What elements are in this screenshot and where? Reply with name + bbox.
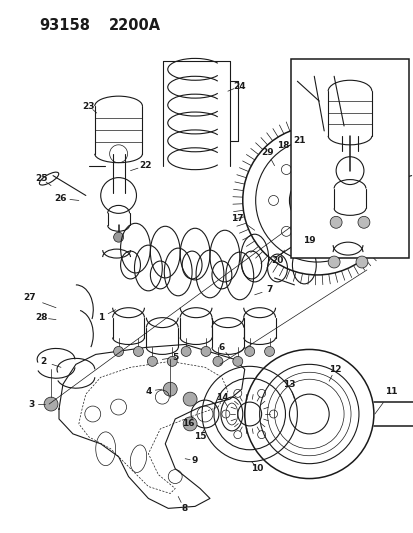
Text: 11: 11 (385, 386, 397, 395)
Text: 16: 16 (181, 419, 194, 429)
Bar (291, 59, 408, 258)
Text: 20: 20 (271, 255, 283, 264)
Circle shape (232, 357, 242, 366)
Circle shape (113, 232, 123, 242)
Circle shape (181, 346, 191, 357)
Text: 21: 21 (292, 136, 305, 146)
Text: 8: 8 (180, 504, 187, 513)
Circle shape (264, 346, 274, 357)
Text: 2: 2 (40, 357, 46, 366)
Circle shape (44, 397, 58, 411)
Circle shape (330, 216, 341, 228)
Circle shape (355, 256, 367, 268)
Circle shape (201, 346, 211, 357)
Text: 93158: 93158 (39, 18, 90, 33)
Text: 17: 17 (231, 214, 244, 223)
Text: 27: 27 (23, 293, 36, 302)
Text: 26: 26 (55, 194, 67, 203)
Text: 23: 23 (82, 102, 95, 110)
Text: 18: 18 (277, 141, 289, 150)
Circle shape (244, 346, 254, 357)
Text: 15: 15 (193, 432, 206, 441)
Circle shape (163, 382, 177, 396)
Text: 29: 29 (261, 148, 273, 157)
Text: 4: 4 (145, 386, 151, 395)
Circle shape (133, 346, 143, 357)
Text: 1: 1 (97, 313, 104, 322)
Circle shape (328, 256, 339, 268)
Circle shape (357, 216, 369, 228)
Text: 5: 5 (172, 353, 178, 362)
Text: 2200A: 2200A (108, 18, 160, 33)
Text: 9: 9 (192, 456, 198, 465)
Text: 7: 7 (266, 285, 272, 294)
Text: 24: 24 (233, 82, 245, 91)
Text: 28: 28 (35, 313, 47, 322)
Text: 10: 10 (251, 464, 263, 473)
Circle shape (147, 357, 157, 366)
Circle shape (183, 417, 197, 431)
Text: 12: 12 (328, 365, 341, 374)
Circle shape (167, 357, 177, 366)
Circle shape (212, 357, 222, 366)
Text: 13: 13 (282, 379, 295, 389)
Text: 25: 25 (35, 174, 47, 183)
Text: 19: 19 (302, 236, 315, 245)
Circle shape (113, 346, 123, 357)
Text: 14: 14 (215, 393, 228, 402)
Text: 3: 3 (28, 400, 34, 409)
Text: 22: 22 (139, 161, 151, 170)
Circle shape (183, 392, 197, 406)
Text: 6: 6 (218, 343, 225, 352)
